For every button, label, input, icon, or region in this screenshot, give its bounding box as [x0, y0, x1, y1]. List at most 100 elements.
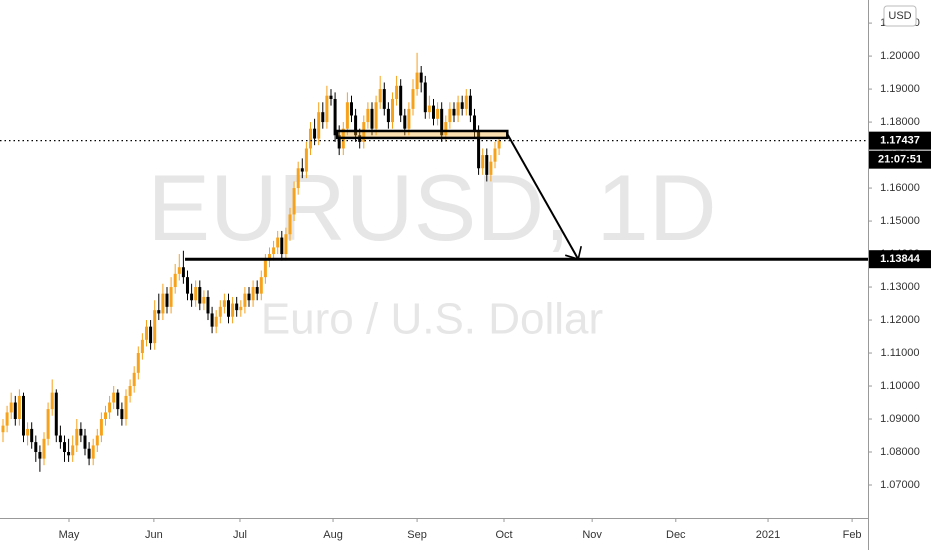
- currency-badge: [883, 5, 917, 27]
- candle-body: [374, 102, 378, 129]
- candle-body: [190, 293, 194, 301]
- candle-body: [46, 409, 50, 439]
- candle-body: [440, 108, 444, 136]
- watermark: EURUSD, 1D: [147, 155, 716, 260]
- candle-body: [34, 442, 38, 453]
- candle-body: [9, 402, 13, 413]
- support-tag-bg: [869, 250, 931, 269]
- candle-body: [116, 392, 120, 410]
- candle-body: [177, 267, 181, 274]
- candle-body: [194, 287, 198, 301]
- x-tick-label: Jul: [233, 529, 247, 541]
- candle-body: [157, 310, 161, 314]
- candle-body: [206, 296, 210, 314]
- candle-body: [71, 445, 75, 456]
- candle-body: [267, 254, 271, 261]
- candle-body: [370, 108, 374, 129]
- x-tick-label: Jun: [145, 529, 163, 541]
- projection-arrow: [506, 133, 580, 260]
- candle-body: [75, 428, 79, 446]
- candle-body: [489, 161, 493, 175]
- currency-label: USD: [888, 10, 911, 22]
- candle-body: [481, 155, 485, 169]
- y-tick-label: 1.19000: [880, 83, 920, 95]
- candle-body: [464, 95, 468, 109]
- candle-body: [1, 425, 5, 433]
- candle-body: [239, 306, 243, 311]
- candle-body: [411, 89, 415, 109]
- candle-body: [38, 452, 42, 459]
- candle-body: [325, 95, 329, 123]
- x-tick-label: Oct: [495, 529, 512, 541]
- y-tick-label: 1.18000: [880, 116, 920, 128]
- candle-body: [272, 247, 276, 255]
- x-tick-label: May: [59, 529, 80, 541]
- candle-body: [415, 72, 419, 90]
- candle-body: [210, 313, 214, 327]
- candle-body: [243, 293, 247, 307]
- candle-body: [235, 303, 239, 311]
- candle-body: [472, 115, 476, 132]
- candle-body: [292, 188, 296, 215]
- y-tick-label: 1.15000: [880, 215, 920, 227]
- candle-body: [255, 287, 259, 294]
- candle-body: [132, 372, 136, 387]
- candle-body: [50, 392, 54, 410]
- y-tick-label: 1.12000: [880, 314, 920, 326]
- x-tick-label: 2021: [756, 529, 780, 541]
- candle-body: [431, 105, 435, 119]
- candle-body: [136, 353, 140, 373]
- candle-body: [485, 155, 489, 175]
- candle-body: [128, 386, 132, 396]
- candle-body: [296, 168, 300, 189]
- candle-body: [444, 122, 448, 136]
- candle-body: [337, 135, 341, 149]
- candle-body: [120, 409, 124, 420]
- y-tick-label: 1.10000: [880, 380, 920, 392]
- candle-body: [321, 112, 325, 123]
- candle-body: [436, 108, 440, 119]
- last-price-tag: 1.17437: [880, 135, 920, 147]
- y-tick-label: 1.13000: [880, 281, 920, 293]
- x-tick-label: Dec: [666, 529, 686, 541]
- candle-body: [460, 102, 464, 109]
- candle-body: [165, 293, 169, 307]
- x-tick-label: Sep: [407, 529, 427, 541]
- candle-body: [468, 95, 472, 116]
- candle-body: [300, 168, 304, 172]
- candle-body: [218, 306, 222, 317]
- candle-body: [419, 72, 423, 83]
- candle-body: [153, 310, 157, 344]
- candle-body: [378, 89, 382, 103]
- candle-body: [247, 293, 251, 301]
- candle-body: [181, 267, 185, 278]
- y-tick-label: 1.20000: [880, 50, 920, 62]
- y-tick-label: 1.07000: [880, 479, 920, 491]
- x-tick-label: Nov: [582, 529, 602, 541]
- candle-body: [354, 115, 358, 136]
- candle-body: [99, 419, 103, 436]
- candle-body: [149, 326, 153, 344]
- candle-body: [169, 287, 173, 307]
- candle-body: [26, 428, 30, 436]
- support-tag: 1.13844: [880, 253, 921, 265]
- candle-body: [329, 95, 333, 99]
- candle-body: [222, 300, 226, 307]
- countdown: 21:07:51: [878, 154, 922, 166]
- candle-body: [124, 395, 128, 420]
- y-tick-label: 1.09000: [880, 413, 920, 425]
- candle-body: [67, 452, 71, 456]
- candle-body: [427, 105, 431, 113]
- candle-body: [448, 108, 452, 123]
- candle-body: [259, 277, 263, 294]
- last-price-tag-bg: [869, 131, 931, 150]
- candle-body: [452, 108, 456, 116]
- candle-body: [13, 402, 17, 420]
- candle-body: [399, 85, 403, 116]
- candle-body: [349, 102, 353, 116]
- candle-body: [103, 412, 107, 420]
- countdown-bg: [869, 150, 931, 169]
- candle-body: [263, 260, 267, 278]
- candle-body: [382, 89, 386, 109]
